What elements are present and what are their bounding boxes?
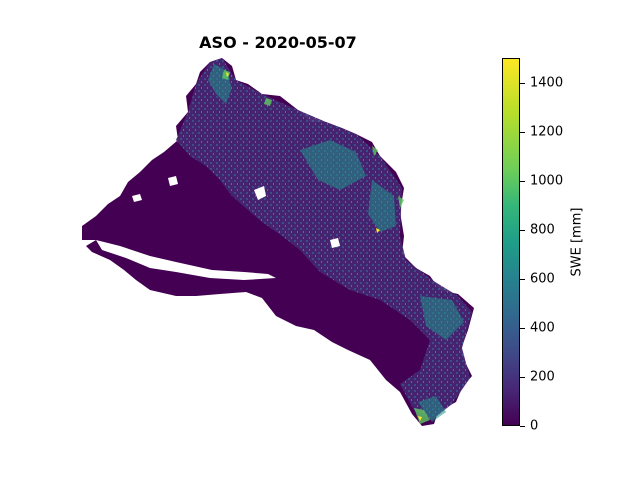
colorbar-tick-label: 1200: [530, 124, 564, 140]
colorbar-tick-label: 800: [530, 222, 555, 238]
mid-swe-region: [176, 58, 472, 420]
colorbar-tick: [520, 377, 525, 378]
colorbar-tick: [520, 328, 525, 329]
colorbar-tick: [520, 426, 525, 427]
colorbar-tick-label: 400: [530, 320, 555, 336]
colorbar-tick: [520, 83, 525, 84]
colorbar-tick: [520, 132, 525, 133]
colorbar-tick-label: 200: [530, 369, 555, 385]
colorbar-tick: [520, 230, 525, 231]
colorbar-tick-label: 0: [530, 418, 539, 434]
colorbar-tick: [520, 181, 525, 182]
colorbar-tick: [520, 279, 525, 280]
colorbar-tick-label: 1400: [530, 75, 564, 91]
colorbar-tick-label: 600: [530, 271, 555, 287]
colorbar-tick-label: 1000: [530, 173, 564, 189]
colorbar: [502, 58, 520, 426]
map-title: ASO - 2020-05-07: [199, 33, 357, 52]
colorbar-label: SWE [mm]: [569, 207, 585, 277]
